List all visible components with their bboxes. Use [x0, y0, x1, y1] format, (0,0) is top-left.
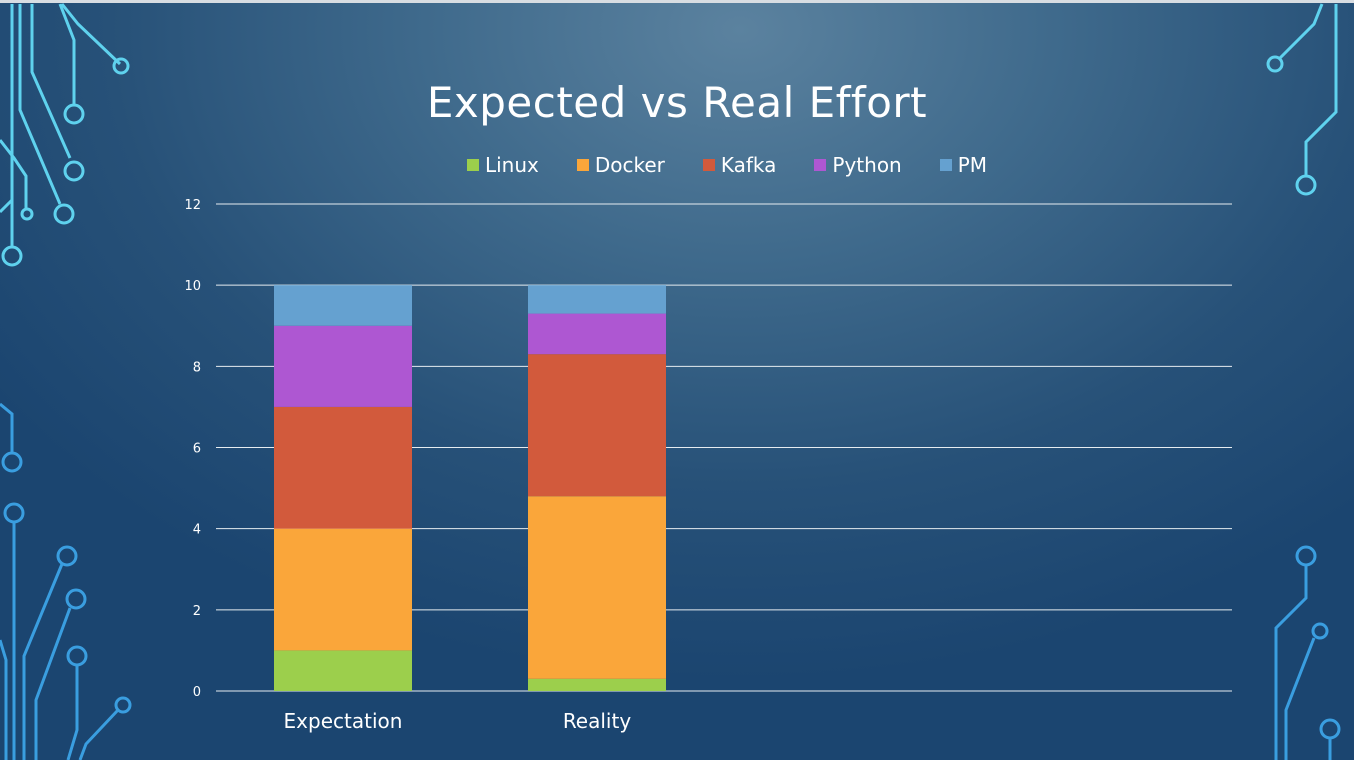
legend-item-docker: Docker [576, 153, 665, 177]
bar-segment-python-reality [528, 313, 666, 355]
legend-swatch-pm [939, 159, 952, 171]
legend-item-kafka: Kafka [702, 153, 777, 177]
y-tick-label: 6 [193, 442, 201, 457]
legend-label-linux: Linux [484, 153, 539, 177]
y-tick-label: 10 [184, 279, 201, 294]
legend-label-docker: Docker [594, 153, 665, 177]
y-tick-label: 4 [193, 523, 201, 538]
legend-label-python: Python [832, 153, 902, 177]
x-category-label: Reality [563, 709, 632, 733]
bar-segment-python-expectation [274, 325, 412, 407]
y-tick-label: 2 [193, 604, 201, 619]
bar-segment-pm-reality [528, 285, 666, 314]
y-tick-label: 0 [193, 685, 201, 700]
legend-item-linux: Linux [466, 153, 539, 177]
legend-swatch-docker [576, 159, 589, 171]
bar-segment-kafka-expectation [274, 406, 412, 529]
bar-segment-kafka-reality [528, 354, 666, 497]
chart-title: Expected vs Real Effort [426, 78, 928, 127]
legend-swatch-python [814, 159, 827, 171]
bar-segment-docker-expectation [274, 528, 412, 651]
legend-label-pm: PM [957, 153, 988, 177]
bar-segment-linux-reality [528, 678, 666, 691]
bar-segment-linux-expectation [274, 650, 412, 691]
y-tick-label: 12 [184, 198, 201, 213]
chart-legend: Linux Docker Kafka Python PM [0, 153, 1354, 177]
legend-item-python: Python [814, 153, 902, 177]
bar-segment-pm-expectation [274, 285, 412, 326]
top-border [0, 0, 1354, 3]
legend-label-kafka: Kafka [720, 153, 777, 177]
y-tick-label: 8 [193, 360, 201, 375]
legend-swatch-linux [466, 159, 479, 171]
bar-segment-docker-reality [528, 496, 666, 679]
x-category-label: Expectation [284, 709, 403, 733]
legend-item-pm: PM [939, 153, 988, 177]
legend-swatch-kafka [702, 159, 715, 171]
